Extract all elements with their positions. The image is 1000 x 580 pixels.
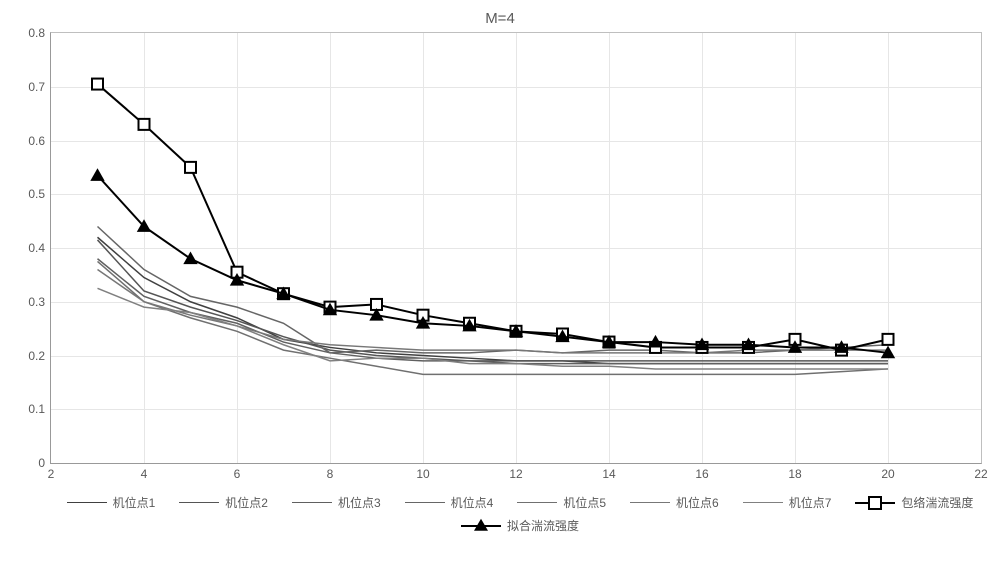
y-tick-label: 0.4	[28, 241, 51, 255]
square-marker	[883, 334, 894, 345]
chart-container: M=4 00.10.20.30.40.50.60.70.824681012141…	[10, 10, 990, 534]
y-tick-label: 0.5	[28, 187, 51, 201]
legend-label: 拟合湍流强度	[507, 517, 579, 534]
legend-item: 机位点4	[405, 494, 494, 511]
triangle-marker	[183, 252, 197, 265]
legend-line-icon	[743, 502, 783, 504]
legend-line-icon	[630, 502, 670, 504]
series-line	[98, 227, 889, 353]
plot-area: 00.10.20.30.40.50.60.70.8246810121416182…	[50, 32, 982, 464]
legend-item: 机位点5	[517, 494, 606, 511]
x-tick-label: 20	[881, 463, 894, 481]
legend-line-icon	[292, 502, 332, 504]
x-tick-label: 10	[416, 463, 429, 481]
square-marker	[139, 119, 150, 130]
x-tick-label: 18	[788, 463, 801, 481]
chart-title: M=4	[10, 10, 990, 27]
legend-line-icon	[855, 502, 895, 504]
legend-item: 机位点6	[630, 494, 719, 511]
y-tick-label: 0.2	[28, 349, 51, 363]
series-line	[98, 240, 889, 361]
y-tick-label: 0.7	[28, 80, 51, 94]
legend-line-icon	[67, 502, 107, 504]
legend-label: 机位点3	[338, 494, 381, 511]
legend: 机位点1 机位点2 机位点3 机位点4 机位点5 机位点6 机位点7 包络湍流强度拟合湍流强度	[50, 494, 990, 534]
x-tick-label: 12	[509, 463, 522, 481]
y-tick-label: 0.3	[28, 295, 51, 309]
legend-label: 机位点7	[789, 494, 832, 511]
legend-label: 机位点6	[676, 494, 719, 511]
y-tick-label: 0.8	[28, 26, 51, 40]
chart-svg	[51, 33, 981, 463]
x-tick-label: 14	[602, 463, 615, 481]
y-tick-label: 0.6	[28, 134, 51, 148]
square-marker	[185, 162, 196, 173]
series-line	[98, 175, 889, 352]
x-tick-label: 16	[695, 463, 708, 481]
y-tick-label: 0.1	[28, 402, 51, 416]
legend-line-icon	[517, 502, 557, 504]
legend-item: 拟合湍流强度	[461, 517, 579, 534]
legend-item: 机位点3	[292, 494, 381, 511]
legend-line-icon	[179, 502, 219, 504]
legend-label: 机位点4	[451, 494, 494, 511]
triangle-marker	[90, 168, 104, 181]
legend-item: 机位点7	[743, 494, 832, 511]
square-icon	[868, 496, 882, 510]
x-tick-label: 22	[974, 463, 987, 481]
x-tick-label: 4	[141, 463, 148, 481]
legend-label: 机位点1	[113, 494, 156, 511]
x-tick-label: 6	[234, 463, 241, 481]
x-tick-label: 8	[327, 463, 334, 481]
legend-label: 机位点2	[225, 494, 268, 511]
legend-label: 包络湍流强度	[901, 494, 973, 511]
legend-line-icon	[405, 502, 445, 504]
triangle-icon	[474, 518, 488, 530]
legend-item: 机位点2	[179, 494, 268, 511]
legend-item: 包络湍流强度	[855, 494, 973, 511]
legend-line-icon	[461, 525, 501, 527]
legend-label: 机位点5	[563, 494, 606, 511]
square-marker	[92, 79, 103, 90]
legend-item: 机位点1	[67, 494, 156, 511]
x-tick-label: 2	[48, 463, 55, 481]
